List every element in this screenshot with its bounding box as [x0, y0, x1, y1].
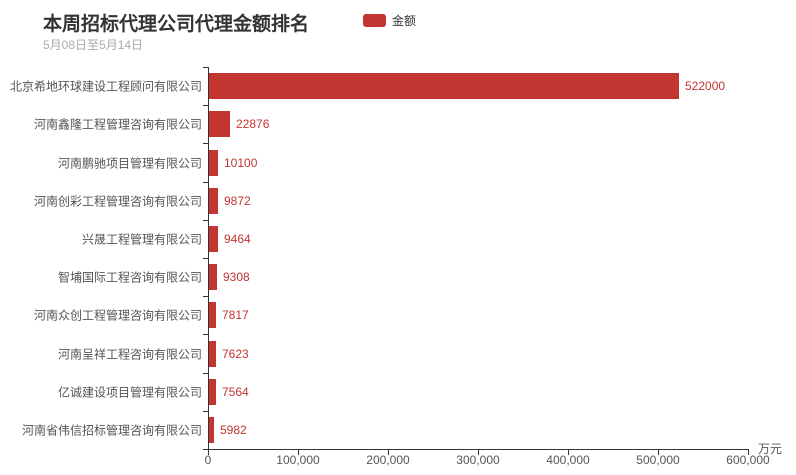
- y-axis-label: 河南众创工程管理咨询有限公司: [33, 308, 202, 323]
- y-axis-tick: [203, 372, 208, 374]
- bar-value-label: 22876: [236, 117, 270, 132]
- y-axis-tick: [203, 258, 208, 259]
- y-axis-tick: [203, 410, 208, 412]
- y-axis-line: [208, 67, 209, 449]
- y-axis-tick: [203, 219, 208, 221]
- y-axis-label: 兴晟工程管理有限公司: [81, 232, 202, 247]
- x-axis-tick-label: 0: [204, 453, 212, 467]
- y-axis-label: 河南鹏驰项目管理有限公司: [57, 156, 202, 170]
- bar[interactable]: [209, 264, 217, 291]
- bar-value-label: 9872: [224, 193, 251, 208]
- x-axis-line: [208, 449, 749, 450]
- y-axis-tick: [203, 449, 208, 450]
- y-axis-tick: [203, 181, 208, 183]
- bar[interactable]: [209, 149, 218, 176]
- bar-value-label: 9464: [224, 231, 251, 246]
- y-axis-tick: [203, 143, 208, 145]
- bar-value-label: 7623: [222, 346, 249, 361]
- x-axis-unit-label: 万元: [758, 442, 783, 456]
- y-axis-tick: [203, 67, 208, 68]
- x-axis-tick: [478, 450, 479, 455]
- y-axis-label: 河南创彩工程管理咨询有限公司: [33, 194, 202, 209]
- x-axis-tick: [658, 450, 659, 455]
- y-axis-label: 亿诚建设项目管理有限公司: [57, 385, 202, 400]
- chart-subtitle: 5月08日至5月14日: [43, 38, 144, 52]
- bar-value-label: 522000: [685, 79, 726, 94]
- y-axis-tick: [203, 334, 208, 336]
- x-axis-tick-label: 200,000: [366, 453, 410, 467]
- x-axis-tick-label: 500,000: [636, 453, 680, 467]
- legend-label: 金额: [392, 14, 417, 28]
- bar-value-label: 5982: [220, 422, 247, 437]
- bar[interactable]: [209, 225, 218, 252]
- bar[interactable]: [209, 378, 216, 405]
- bar[interactable]: [209, 111, 230, 138]
- x-axis-tick: [388, 450, 389, 455]
- bar-value-label: 9308: [223, 270, 250, 285]
- y-axis-tick: [203, 296, 208, 298]
- y-axis-label: 北京希地环球建设工程顾问有限公司: [9, 79, 202, 94]
- bar[interactable]: [209, 73, 679, 100]
- chart-title: 本周招标代理公司代理金额排名: [43, 14, 310, 35]
- bar[interactable]: [209, 302, 216, 329]
- bar-value-label: 7817: [222, 308, 249, 323]
- bar-value-label: 7564: [222, 384, 249, 399]
- bar-value-label: 10100: [224, 155, 258, 170]
- x-axis-tick-label: 400,000: [546, 453, 590, 467]
- y-axis-label: 智埔国际工程咨询有限公司: [57, 270, 202, 285]
- legend-item-amount[interactable]: 金额: [363, 12, 416, 29]
- bar[interactable]: [209, 340, 216, 367]
- legend-marker-icon: [363, 14, 386, 27]
- x-axis-tick: [748, 450, 749, 455]
- x-axis-tick: [298, 450, 299, 455]
- y-axis-tick: [203, 105, 208, 107]
- y-axis-label: 河南鑫隆工程管理咨询有限公司: [33, 117, 202, 132]
- bar[interactable]: [209, 416, 214, 443]
- x-axis-tick: [208, 450, 209, 455]
- bar[interactable]: [209, 187, 218, 214]
- y-axis-label: 河南呈祥工程咨询有限公司: [57, 347, 202, 361]
- x-axis-tick-label: 100,000: [276, 453, 320, 467]
- x-axis-tick-label: 300,000: [456, 453, 500, 467]
- x-axis-tick: [568, 450, 569, 455]
- y-axis-label: 河南省伟信招标管理咨询有限公司: [21, 423, 202, 438]
- x-axis-tick-label: 600,000: [726, 453, 770, 467]
